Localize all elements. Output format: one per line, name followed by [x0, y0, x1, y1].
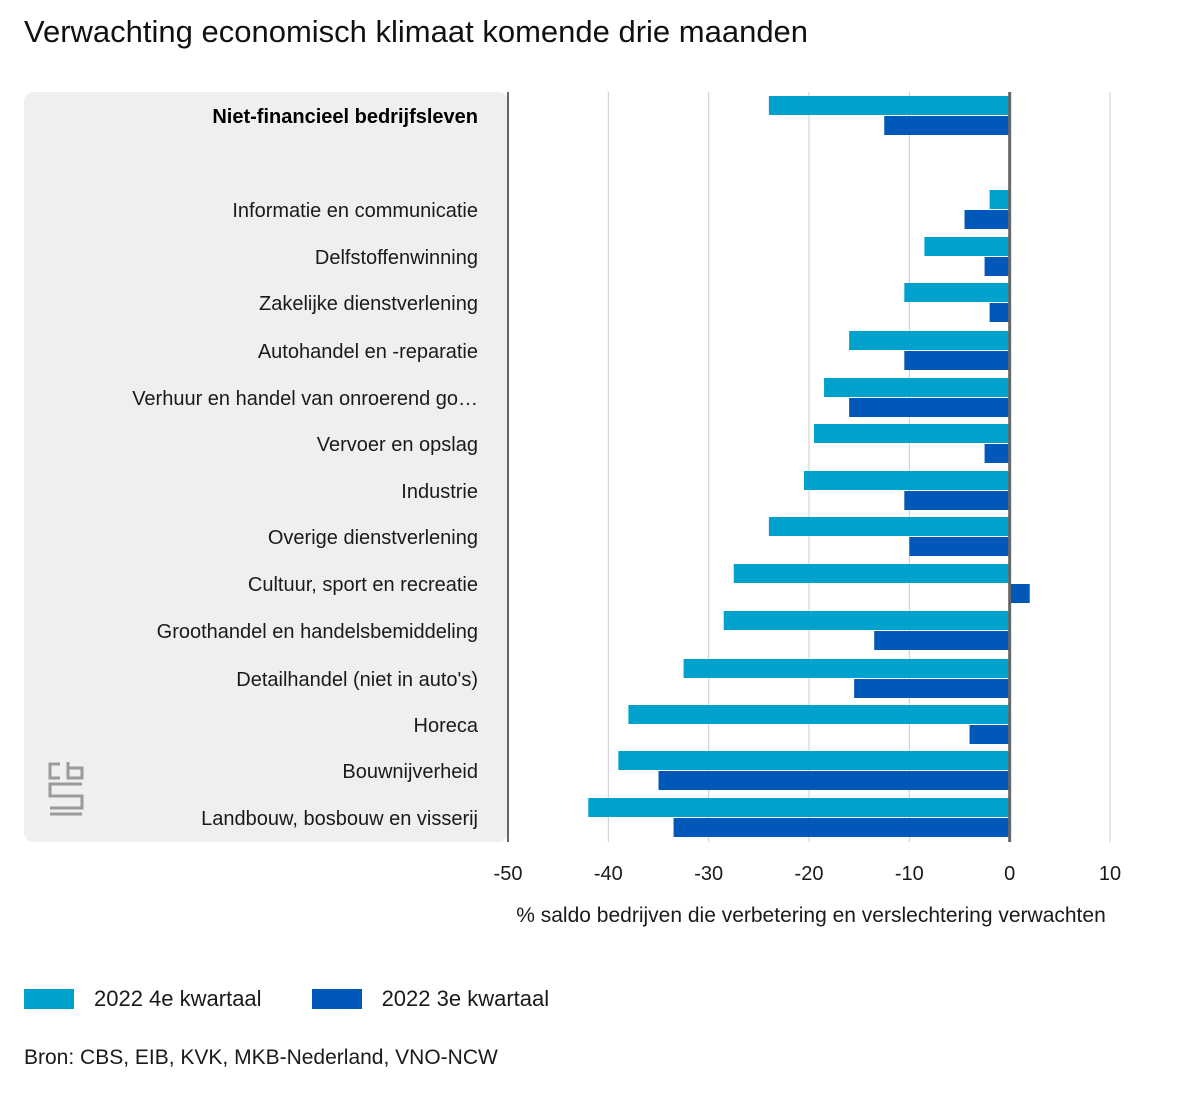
legend-label-q4: 2022 4e kwartaal — [94, 986, 262, 1011]
bar-q4 — [803, 471, 1010, 490]
bar-q3 — [854, 679, 1010, 698]
bar-q3 — [874, 631, 1010, 650]
x-tick-label: -10 — [895, 863, 924, 885]
legend-item-q4: 2022 4e kwartaal — [24, 986, 262, 1012]
category-label: Industrie — [401, 481, 478, 503]
bar-q4 — [849, 331, 1010, 350]
bar-q4 — [768, 96, 1010, 115]
legend-label-q3: 2022 3e kwartaal — [381, 986, 550, 1011]
legend: 2022 4e kwartaal 2022 3e kwartaal — [24, 986, 599, 1012]
bar-q4 — [904, 283, 1010, 302]
category-label: Vervoer en opslag — [317, 434, 478, 456]
bar-q3 — [884, 116, 1010, 135]
category-label: Niet-financieel bedrijfsleven — [212, 106, 478, 128]
category-label: Autohandel en -reparatie — [258, 341, 478, 363]
bar-q4 — [924, 237, 1010, 256]
x-tick-label: -20 — [795, 863, 824, 885]
bar-q3 — [969, 725, 1010, 744]
x-tick-label: 10 — [1099, 863, 1121, 885]
legend-item-q3: 2022 3e kwartaal — [311, 986, 550, 1012]
bar-q4 — [588, 798, 1010, 817]
category-label: Zakelijke dienstverlening — [259, 293, 478, 315]
x-tick-labels: -50 -40 -30 -20 -10 0 10 — [494, 863, 1122, 885]
bar-q4 — [989, 190, 1010, 209]
bar-q3 — [984, 257, 1010, 276]
bars — [588, 96, 1030, 837]
bar-q4 — [768, 517, 1010, 536]
bar-q4 — [628, 705, 1010, 724]
bar-q4 — [824, 378, 1010, 397]
category-label: Bouwnijverheid — [342, 761, 478, 783]
category-label: Verhuur en handel van onroerend go… — [132, 388, 478, 410]
bar-q3 — [989, 303, 1010, 322]
x-tick-label: 0 — [1004, 863, 1015, 885]
x-tick-label: -40 — [594, 863, 623, 885]
category-label: Informatie en communicatie — [232, 200, 478, 222]
bar-q4 — [814, 424, 1010, 443]
x-tick-label: -50 — [494, 863, 523, 885]
bar-q3 — [904, 491, 1010, 510]
bar-q3 — [849, 398, 1010, 417]
category-label: Landbouw, bosbouw en visserij — [201, 808, 478, 830]
grid-lines — [607, 92, 1111, 842]
legend-swatch-q4 — [24, 989, 74, 1009]
category-label: Groothandel en handelsbemiddeling — [157, 621, 478, 643]
source-note: Bron: CBS, EIB, KVK, MKB-Nederland, VNO-… — [24, 1046, 498, 1069]
bar-q4 — [723, 611, 1010, 630]
legend-swatch-q3 — [311, 989, 362, 1009]
x-tick-label: -30 — [694, 863, 723, 885]
bar-q3 — [673, 818, 1010, 837]
bar-q4 — [618, 751, 1010, 770]
bar-q3 — [984, 444, 1010, 463]
category-panel — [24, 92, 508, 842]
category-labels: Niet-financieel bedrijfsleven Informatie … — [132, 106, 479, 830]
bar-q3 — [909, 537, 1010, 556]
bar-q3 — [964, 210, 1010, 229]
x-axis-label: % saldo bedrijven die verbetering en ver… — [516, 904, 1106, 927]
category-label: Detailhandel (niet in auto's) — [236, 669, 478, 691]
category-label: Overige dienstverlening — [268, 527, 478, 549]
bar-q3 — [1009, 584, 1030, 603]
bar-q4 — [733, 564, 1010, 583]
bar-q3 — [658, 771, 1010, 790]
bar-chart: Niet-financieel bedrijfsleven Informatie … — [24, 92, 1122, 927]
bar-q4 — [683, 659, 1010, 678]
category-label: Horeca — [414, 715, 479, 737]
cbs-logo-icon — [48, 762, 84, 816]
category-label: Cultuur, sport en recreatie — [248, 574, 478, 596]
chart-title: Verwachting economisch klimaat komende d… — [24, 14, 809, 49]
bar-q3 — [904, 351, 1010, 370]
category-label: Delfstoffenwinning — [315, 247, 478, 269]
